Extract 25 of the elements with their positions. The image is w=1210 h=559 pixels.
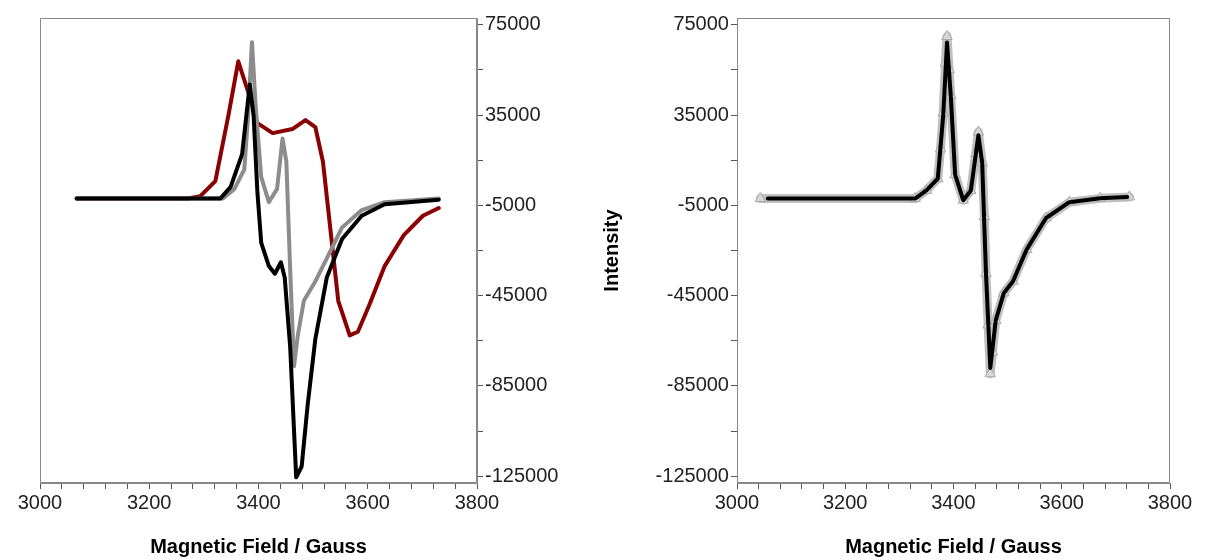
x-tick-label: 3600 (345, 490, 390, 513)
x-tick-label: 3600 (1039, 490, 1084, 513)
y-tick-label: -45000 (666, 283, 729, 306)
y-tick-label: -5000 (677, 192, 729, 215)
y2-tick-label: -125000 (485, 463, 559, 486)
y-axis-title: Intensity (599, 208, 622, 292)
y-tick-label: -85000 (666, 373, 729, 396)
x-tick-label: 3800 (1147, 490, 1193, 513)
y2-tick-label: -5000 (485, 192, 537, 215)
y-tick-label: -125000 (655, 463, 729, 486)
x-tick-label: 3000 (714, 490, 760, 513)
x-axis-title: Magnetic Field / Gauss (150, 534, 367, 557)
x-tick-label: 3200 (127, 490, 172, 513)
x-tick-label: 3200 (823, 490, 868, 513)
y2-tick-label: 75000 (485, 12, 541, 35)
y2-tick-label: -45000 (485, 283, 548, 306)
y2-tick-label: -85000 (485, 373, 548, 396)
y-tick-label: 35000 (673, 102, 729, 125)
y2-tick-label: 35000 (485, 102, 541, 125)
x-tick-label: 3400 (931, 490, 976, 513)
x-axis-title: Magnetic Field / Gauss (845, 534, 1062, 557)
x-tick-label: 3000 (17, 490, 63, 513)
x-tick-label: 3400 (236, 490, 281, 513)
y-tick-label: 75000 (673, 12, 729, 35)
x-tick-label: 3800 (454, 490, 500, 513)
